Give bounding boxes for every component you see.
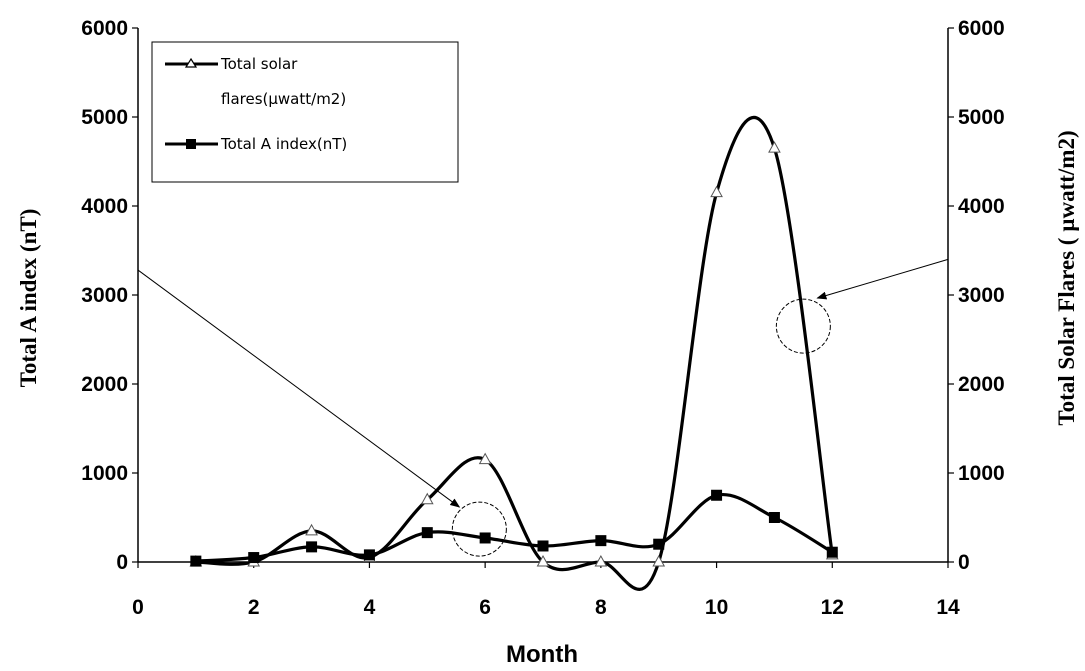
data-point-solar-flares (710, 185, 723, 198)
data-point-a-index (479, 532, 491, 544)
x-tick-label: 10 (705, 596, 728, 619)
data-point-a-index (537, 540, 549, 552)
data-point-solar-flares (594, 554, 608, 567)
data-point-solar-flares (536, 554, 550, 567)
data-point-solar-flares (420, 492, 434, 505)
plot-layer: 0100020003000400050006000010002000300040… (81, 17, 1004, 619)
x-tick-label: 4 (364, 596, 376, 619)
annotation-circle-a-index (451, 501, 507, 557)
annotation-circle-solar-flares (775, 298, 831, 354)
data-point-a-index (826, 546, 838, 558)
y-tick-label-left: 5000 (81, 106, 128, 129)
x-tick-label: 8 (595, 596, 607, 619)
data-point-a-index (248, 552, 260, 564)
data-point-a-index (653, 538, 665, 550)
legend-label-solar-flares-line1: Total solar (220, 55, 298, 73)
y-tick-label-right: 6000 (958, 17, 1005, 40)
data-point-solar-flares (652, 554, 666, 567)
y-tick-label-right: 5000 (958, 106, 1005, 129)
y-tick-label-left: 0 (116, 551, 128, 574)
data-point-a-index (363, 549, 375, 561)
x-tick-label: 6 (479, 596, 491, 619)
series-line-solar-flares (195, 115, 834, 591)
legend: Total solar flares(µwatt/m2) Total A ind… (151, 41, 459, 183)
y-axis-title-left: Total A index (nT) (16, 209, 41, 388)
y-tick-label-left: 1000 (81, 462, 128, 485)
legend-label-a-index: Total A index(nT) (220, 135, 347, 153)
x-tick-label: 14 (936, 596, 960, 619)
legend-marker-triangle (184, 57, 198, 68)
y-tick-label-right: 4000 (958, 195, 1005, 218)
data-point-a-index (768, 512, 780, 523)
y-tick-label-right: 1000 (958, 462, 1005, 485)
y-tick-label-right: 3000 (958, 284, 1005, 307)
data-point-a-index (306, 541, 318, 553)
y-tick-label-right: 2000 (958, 373, 1005, 396)
y-tick-label-left: 3000 (81, 284, 128, 307)
y-tick-label-right: 0 (958, 551, 970, 574)
x-tick-label: 0 (132, 596, 144, 619)
data-point-solar-flares (478, 452, 492, 465)
data-point-a-index (711, 489, 723, 501)
y-tick-label-left: 2000 (81, 373, 128, 396)
data-point-a-index (595, 535, 607, 547)
legend-label-solar-flares-line2: flares(µwatt/m2) (221, 90, 346, 108)
annotation-arrow-solar-flares (816, 258, 949, 300)
x-tick-label: 2 (248, 596, 260, 619)
data-point-solar-flares (768, 141, 781, 153)
legend-marker-square (186, 139, 196, 149)
annotation-arrow-a-index (137, 269, 461, 508)
data-point-a-index (421, 527, 433, 539)
y-tick-label-left: 6000 (81, 17, 128, 40)
y-axis-title-right: Total Solar Flares ( µwatt/m2) (1054, 130, 1079, 425)
y-tick-label-left: 4000 (81, 195, 128, 218)
data-point-solar-flares (305, 523, 318, 536)
x-axis-title: Month (506, 641, 578, 666)
data-point-a-index (190, 555, 202, 567)
x-tick-label: 12 (821, 596, 844, 619)
